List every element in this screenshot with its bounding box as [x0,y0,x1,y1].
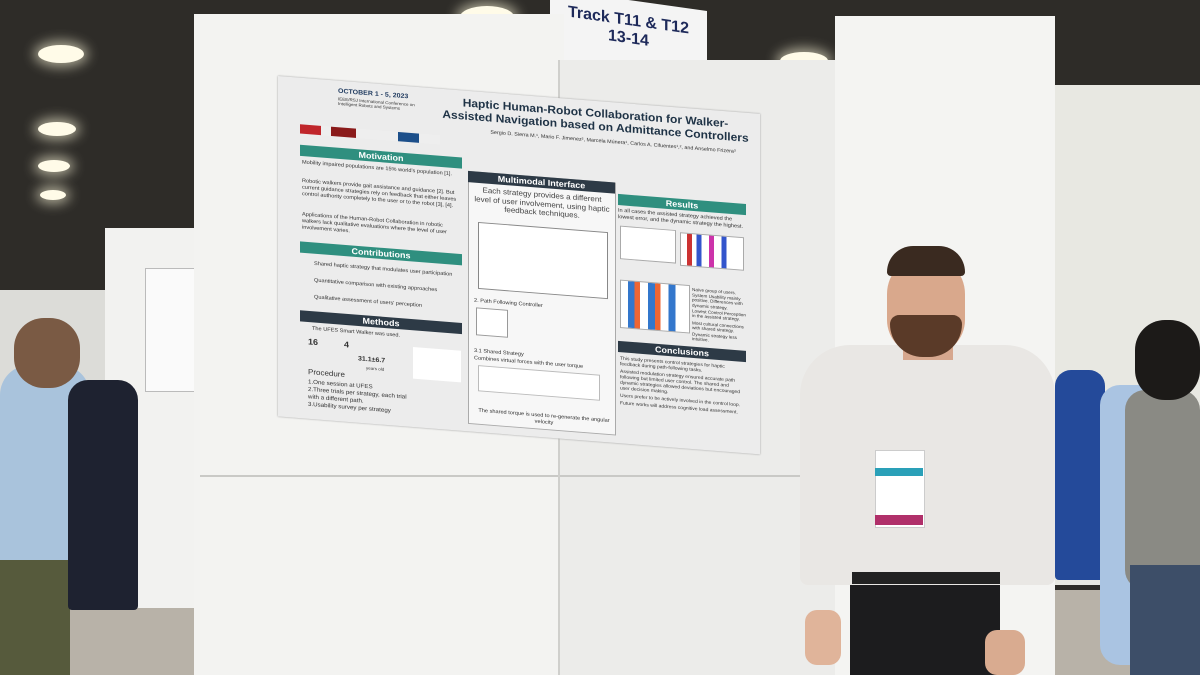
walker-image [413,347,461,383]
hand [805,610,841,665]
women: 4 [344,339,350,350]
visitor [68,380,138,610]
results-plot [620,225,676,264]
bullet: Applications of the Human-Robot Collabor… [302,211,447,236]
contribution: Quantitative comparison with existing ap… [314,277,438,294]
lamp [38,122,76,136]
path-figure [476,307,508,338]
visitor-head [1135,320,1200,400]
trousers [850,570,1000,675]
block-diagram [478,221,608,300]
participants: 16 [308,336,319,347]
belt [852,572,1000,584]
visitor [0,560,70,675]
age-unit: years old [366,365,385,372]
contribution: Qualitative assessment of users' percept… [314,294,423,309]
visitor [1125,390,1200,590]
results-bars [680,232,744,271]
hand [985,630,1025,675]
age: 31.1±6.7 [358,355,386,365]
visitor [1130,565,1200,675]
procedure-title: Procedure [308,367,345,379]
badge-stripe [875,468,923,476]
lamp [40,190,66,200]
survey-plot [620,279,690,334]
contribution: Shared haptic strategy that modulates us… [314,261,453,278]
visitor-head [14,318,80,388]
badge-stripe [875,515,923,525]
shirt [800,345,1055,585]
bullet: Robotic walkers provide gait assistance … [302,178,457,209]
visitor [1055,370,1105,580]
lamp [38,160,70,172]
poster: OCTOBER 1 - 5, 2023 IEEE/RSJ Internation… [278,76,760,455]
board-seam [200,475,830,477]
conference: IEEE/RSJ International Conference on Int… [338,96,415,111]
hair [887,246,965,276]
distant-poster [145,268,199,392]
logos [300,124,440,145]
lamp [38,45,84,63]
